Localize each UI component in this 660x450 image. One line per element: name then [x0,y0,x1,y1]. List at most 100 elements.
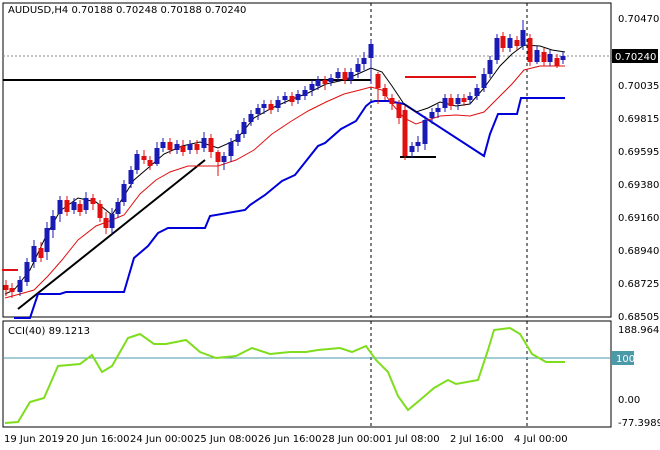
candle[interactable] [221,152,227,170]
candle[interactable] [57,196,63,222]
candle[interactable] [128,166,134,188]
indicator-pane[interactable] [2,320,612,428]
candle[interactable] [64,196,70,216]
candle[interactable] [228,138,234,162]
candle[interactable] [415,136,421,152]
candle[interactable] [24,258,30,286]
candle[interactable] [147,156,153,170]
candle[interactable] [17,276,23,296]
candle[interactable] [248,110,254,126]
candle[interactable] [422,116,428,150]
candle[interactable] [361,52,367,70]
candle[interactable] [134,150,140,174]
candle[interactable] [154,142,160,166]
candle[interactable] [375,72,381,104]
candle[interactable] [268,100,274,114]
candle[interactable] [461,94,467,106]
candle[interactable] [160,138,166,152]
candle[interactable] [167,138,173,154]
candle[interactable] [3,280,9,296]
candle[interactable] [141,150,147,164]
candle[interactable] [261,100,267,114]
candle[interactable] [38,242,44,262]
candle[interactable] [109,208,115,234]
candle[interactable] [90,194,96,210]
candle[interactable] [389,94,395,110]
candle[interactable] [295,90,301,104]
candle[interactable] [282,92,288,104]
candle[interactable] [31,240,37,268]
candle[interactable] [315,76,321,90]
candle[interactable] [215,150,221,176]
candle[interactable] [9,283,15,298]
candle[interactable] [541,48,547,66]
candle[interactable] [235,130,241,146]
candle[interactable] [520,20,526,50]
candle[interactable] [429,108,435,124]
candle[interactable] [115,198,121,218]
candle[interactable] [474,84,480,100]
candle[interactable] [487,56,493,78]
svg-text:100: 100 [616,354,635,365]
candle[interactable] [455,94,461,110]
price-tick-label: 0.70035 [618,81,659,92]
candle[interactable] [241,118,247,138]
candle[interactable] [103,212,109,234]
candle[interactable] [44,222,50,260]
candle[interactable] [201,132,207,152]
support-resistance-segments[interactable] [2,76,476,271]
candle[interactable] [275,96,281,112]
cci-axis: 188.9647 0.00 -77.3989 [618,325,660,429]
candle-body [382,88,388,96]
candle[interactable] [396,100,402,124]
candle[interactable] [180,140,186,156]
candle[interactable] [71,198,77,214]
candle[interactable] [342,68,348,84]
candle[interactable] [97,200,103,222]
candle[interactable] [121,180,127,206]
candle[interactable] [560,52,566,64]
candle[interactable] [289,92,295,106]
candle[interactable] [335,68,341,82]
candle[interactable] [527,34,533,66]
cci-title: CCI(40) 89.1213 [8,326,90,337]
candle[interactable] [481,68,487,92]
candle[interactable] [208,134,214,158]
candle-body [442,98,448,108]
candle[interactable] [194,140,200,154]
candle[interactable] [187,140,193,154]
candle[interactable] [355,58,361,78]
candlestick-series[interactable] [3,20,566,298]
candle[interactable] [547,50,553,66]
slow-ma-line [4,65,565,299]
time-axis: 19 Jun 2019 20 Jun 16:00 24 Jun 00:00 25… [4,434,568,445]
candle-body [154,148,160,164]
candle[interactable] [322,76,328,90]
candle[interactable] [409,142,415,158]
candle[interactable] [174,140,180,154]
candle[interactable] [435,104,441,118]
candle[interactable] [467,92,473,104]
candle[interactable] [494,34,500,64]
candle[interactable] [402,106,408,160]
candle[interactable] [255,104,261,120]
candle[interactable] [534,46,540,64]
candle[interactable] [448,94,454,110]
candle[interactable] [83,192,89,214]
candle[interactable] [50,210,56,238]
candle[interactable] [554,54,560,68]
candle[interactable] [328,74,334,86]
candle[interactable] [348,68,354,84]
candle[interactable] [442,94,448,112]
candle[interactable] [500,32,506,52]
candle[interactable] [507,34,513,52]
rising-trendline[interactable] [17,159,206,310]
candle[interactable] [382,84,388,100]
candle[interactable] [302,86,308,100]
candle[interactable] [309,80,315,96]
candle-body [527,38,533,62]
candle[interactable] [77,200,83,216]
candle[interactable] [368,40,374,84]
candle[interactable] [514,36,520,50]
